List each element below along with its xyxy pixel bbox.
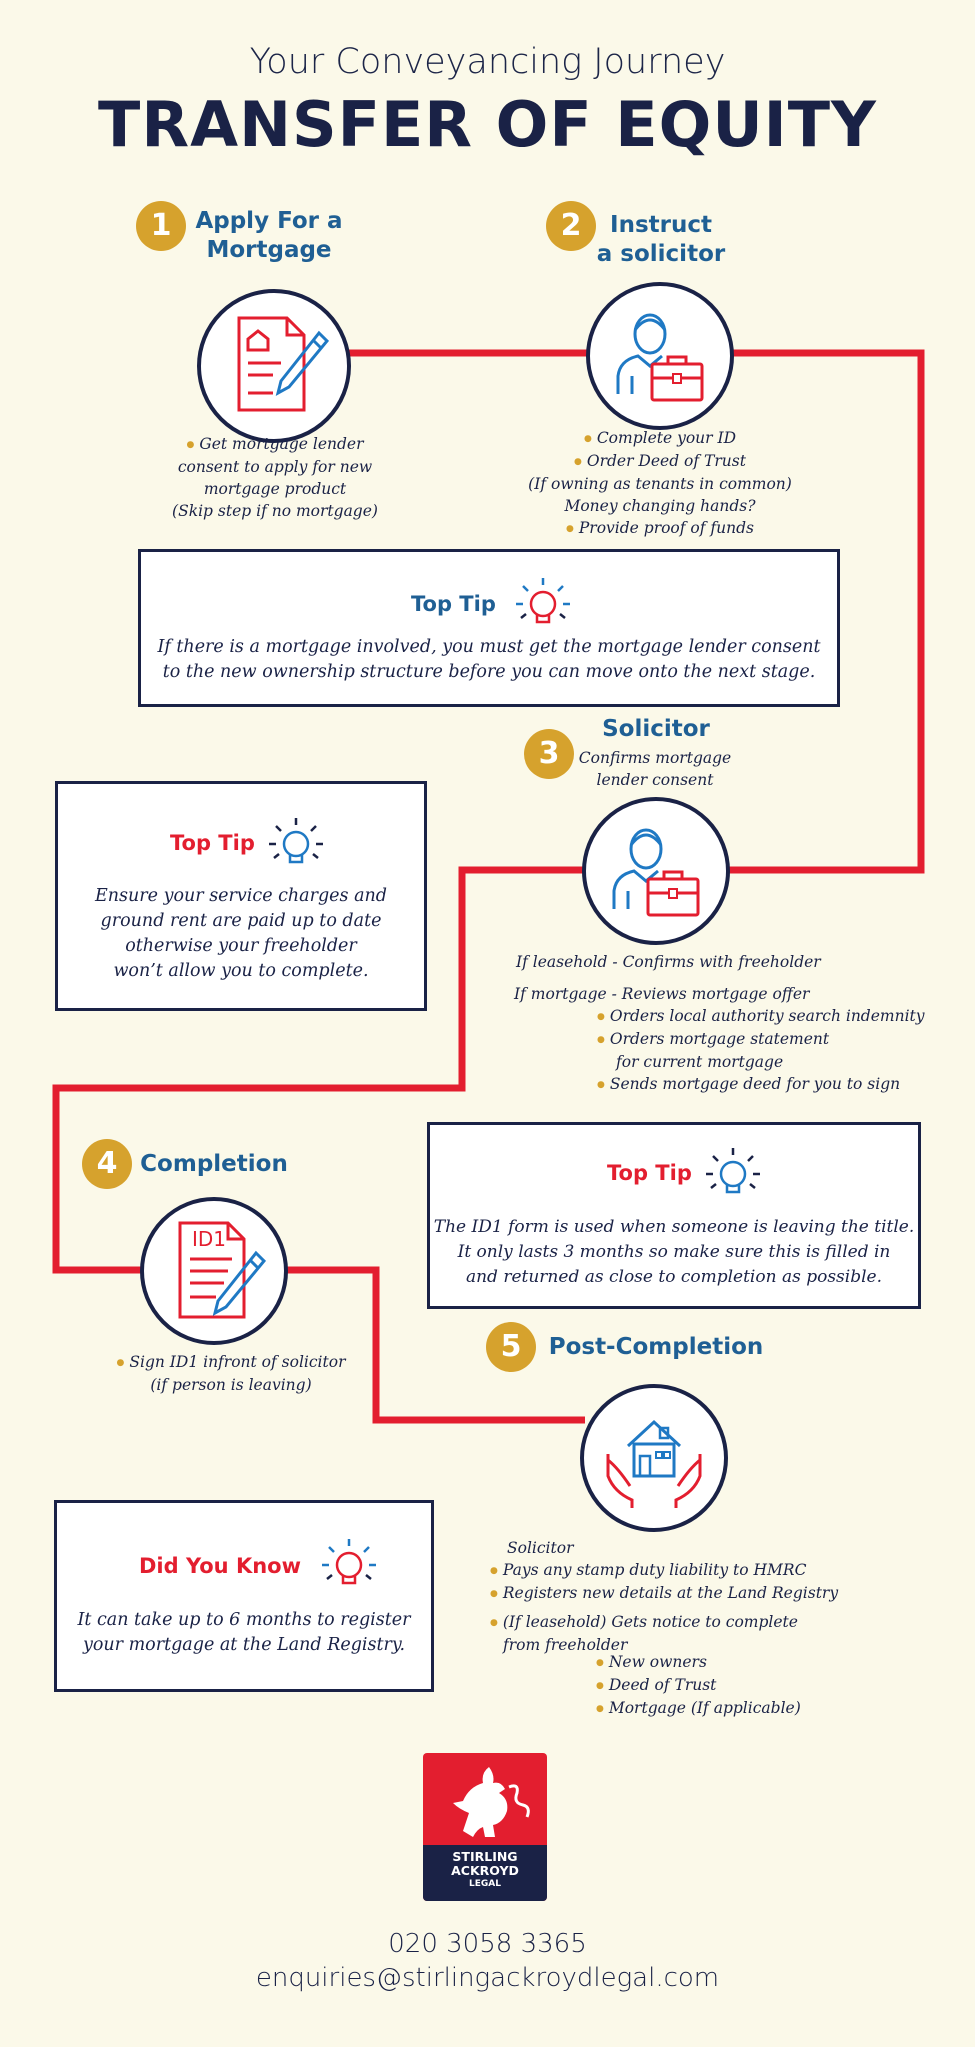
- step-5-bullet: from freeholder: [503, 1636, 628, 1654]
- top-tip-line: and returned as close to completion as p…: [465, 1267, 883, 1287]
- step-3-subtitle-line: lender consent: [596, 771, 714, 789]
- step-5-details: Solicitor Pays any stamp duty liability …: [490, 1537, 840, 1656]
- did-you-know-heading: Did You Know: [139, 1554, 301, 1578]
- solicitor-briefcase-icon: [616, 313, 704, 402]
- step-2-title-line1: Instruct: [610, 212, 712, 238]
- step-5-sub-bullet: New owners: [596, 1651, 846, 1674]
- logo-wordmark: STIRLING ACKROYD LEGAL: [423, 1845, 547, 1901]
- top-tip-line: It only lasts 3 months so make sure this…: [457, 1242, 891, 1262]
- top-tip-line: otherwise your freeholder: [125, 936, 357, 956]
- griffin-icon: [453, 1767, 530, 1837]
- top-tip-heading: Top Tip: [607, 1161, 692, 1185]
- contact-email[interactable]: enquiries@stirlingackroydlegal.com: [255, 1963, 720, 1993]
- step-1-line: Get mortgage lender: [150, 433, 400, 456]
- step-1-line: mortgage product: [203, 480, 347, 498]
- lightbulb-icon: [269, 818, 323, 864]
- step-5-sub-bullet: Deed of Trust: [596, 1674, 846, 1697]
- step-2-icon-circle: [586, 282, 734, 430]
- step-4-details: Sign ID1 infront of solicitor (if person…: [96, 1351, 366, 1396]
- step-3-subtitle-line: Confirms mortgage: [578, 749, 732, 767]
- step-2-number: 2: [546, 201, 596, 251]
- top-tip-heading: Top Tip: [170, 831, 255, 855]
- logo-line2: ACKROYD: [451, 1863, 519, 1878]
- step-3-bullets: Orders local authority search indemnity …: [597, 1005, 937, 1096]
- step-3-subtitle: Confirms mortgage lender consent: [570, 747, 740, 791]
- step-2-title: Instruct a solicitor: [586, 211, 736, 269]
- top-tip-box: Top Tip Ensure your service charges and …: [55, 781, 427, 1011]
- did-you-know-line: your mortgage at the Land Registry.: [82, 1635, 406, 1655]
- step-2-line: Order Deed of Trust: [500, 450, 820, 473]
- step-2-title-line2: a solicitor: [596, 241, 726, 267]
- step-3-bullet: Orders mortgage statement: [597, 1028, 937, 1051]
- step-1-title-line2: Mortgage: [206, 237, 332, 263]
- step-2-line: Money changing hands?: [564, 497, 756, 515]
- solicitor-briefcase-icon: [612, 828, 700, 917]
- step-3-bullet: Orders local authority search indemnity: [597, 1005, 937, 1028]
- id1-form-icon: [178, 1221, 267, 1319]
- top-tip-line: to the new ownership structure before yo…: [162, 662, 816, 682]
- top-tip-box: Top Tip If there is a mortgage involved,…: [138, 549, 840, 707]
- step-3-title: Solicitor: [602, 716, 710, 742]
- did-you-know-box: Did You Know It can take up to 6 months …: [54, 1500, 434, 1692]
- top-tip-text: If there is a mortgage involved, you mus…: [141, 635, 837, 685]
- lightbulb-icon: [706, 1148, 760, 1194]
- step-5-bullet: (If leasehold) Gets notice to complete: [490, 1611, 840, 1634]
- did-you-know-line: It can take up to 6 months to register: [77, 1610, 411, 1630]
- step-3-number: 3: [524, 729, 574, 779]
- page-subtitle: Your Conveyancing Journey: [249, 42, 726, 82]
- step-5-bullet: Pays any stamp duty liability to HMRC: [490, 1559, 840, 1582]
- step-1-number: 1: [136, 201, 186, 251]
- top-tip-line: Ensure your service charges and: [95, 886, 387, 906]
- page-title: TRANSFER OF EQUITY: [98, 88, 877, 161]
- step-1-title: Apply For a Mortgage: [186, 207, 352, 265]
- step-5-sub-bullets: New owners Deed of Trust Mortgage (If ap…: [596, 1651, 846, 1720]
- step-1-line: consent to apply for new: [177, 458, 373, 476]
- step-1-icon-circle: [197, 289, 351, 443]
- step-5-number: 5: [486, 1322, 536, 1372]
- step-3-bullet: for current mortgage: [616, 1053, 784, 1071]
- step-5-bullet: Registers new details at the Land Regist…: [490, 1582, 840, 1605]
- step-4-title: Completion: [140, 1151, 288, 1177]
- step-5-intro: Solicitor: [507, 1539, 574, 1557]
- did-you-know-text: It can take up to 6 months to register y…: [57, 1608, 431, 1658]
- lightbulb-icon: [322, 1539, 376, 1585]
- step-2-details: Complete your ID Order Deed of Trust (If…: [500, 427, 820, 540]
- top-tip-box: Top Tip The ID1 form is used when someon…: [427, 1122, 921, 1309]
- step-5-title: Post-Completion: [548, 1334, 764, 1360]
- top-tip-line: The ID1 form is used when someone is lea…: [433, 1217, 915, 1237]
- top-tip-line: ground rent are paid up to date: [100, 911, 382, 931]
- logo-line1: STIRLING: [452, 1849, 518, 1864]
- step-5-sub-bullet: Mortgage (If applicable): [596, 1697, 846, 1720]
- step-4-number: 4: [82, 1139, 132, 1189]
- id1-label: ID1: [192, 1227, 227, 1251]
- step-1-line: (Skip step if no mortgage): [172, 502, 378, 520]
- step-5-icon-circle: [580, 1384, 728, 1532]
- step-2-line: Provide proof of funds: [500, 517, 820, 540]
- company-logo: STIRLING ACKROYD LEGAL: [423, 1753, 547, 1901]
- step-1-title-line1: Apply For a: [195, 208, 343, 234]
- step-2-line: Complete your ID: [500, 427, 820, 450]
- top-tip-text: Ensure your service charges and ground r…: [58, 884, 424, 984]
- step-4-icon-circle: ID1: [140, 1197, 288, 1345]
- house-hands-icon: [606, 1419, 702, 1508]
- top-tip-text: The ID1 form is used when someone is lea…: [430, 1215, 918, 1290]
- step-3-leasehold: If leasehold - Confirms with freeholder: [516, 953, 821, 971]
- top-tip-line: won’t allow you to complete.: [113, 961, 369, 981]
- top-tip-heading: Top Tip: [411, 592, 496, 616]
- step-3-mortgage: If mortgage - Reviews mortgage offer: [514, 985, 810, 1003]
- logo-line3: LEGAL: [469, 1879, 501, 1889]
- step-1-details: Get mortgage lender consent to apply for…: [150, 433, 400, 522]
- step-3-icon-circle: [582, 797, 730, 945]
- document-pen-icon: [237, 316, 330, 412]
- step-3-bullet: Sends mortgage deed for you to sign: [597, 1073, 937, 1096]
- contact-phone[interactable]: 020 3058 3365: [388, 1929, 587, 1959]
- top-tip-line: If there is a mortgage involved, you mus…: [157, 637, 821, 657]
- step-2-line: (If owning as tenants in common): [528, 475, 792, 493]
- lightbulb-icon: [516, 578, 570, 624]
- step-4-line: (if person is leaving): [150, 1376, 312, 1394]
- step-4-line: Sign ID1 infront of solicitor: [96, 1351, 366, 1374]
